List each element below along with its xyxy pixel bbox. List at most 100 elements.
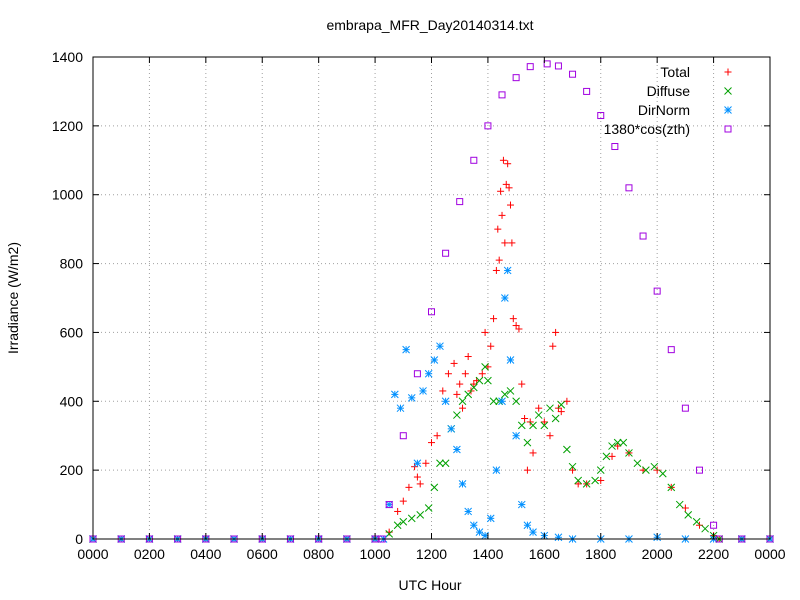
data-point bbox=[509, 315, 517, 323]
data-point bbox=[413, 473, 421, 481]
data-point bbox=[436, 342, 444, 351]
x-axis-label: UTC Hour bbox=[398, 577, 461, 593]
data-point bbox=[436, 459, 444, 468]
data-point bbox=[681, 404, 689, 412]
y-tick-label: 400 bbox=[60, 393, 84, 409]
data-point bbox=[517, 500, 526, 509]
y-tick-label: 1200 bbox=[52, 118, 83, 134]
data-point bbox=[459, 404, 467, 412]
data-point bbox=[439, 387, 447, 395]
data-point bbox=[602, 452, 611, 461]
data-point bbox=[453, 445, 461, 454]
data-point bbox=[453, 390, 461, 398]
data-point bbox=[394, 507, 402, 515]
data-point bbox=[619, 438, 628, 447]
legend-marker bbox=[724, 125, 732, 133]
data-point bbox=[540, 418, 548, 426]
data-point bbox=[568, 462, 577, 471]
data-point bbox=[597, 112, 605, 120]
data-point bbox=[442, 249, 450, 257]
data-point bbox=[667, 346, 675, 354]
data-point bbox=[529, 528, 537, 536]
data-point bbox=[498, 397, 506, 406]
data-point bbox=[456, 380, 464, 388]
data-point bbox=[557, 400, 566, 409]
data-point bbox=[523, 521, 532, 530]
data-point bbox=[574, 480, 582, 488]
data-point bbox=[503, 266, 512, 275]
data-point bbox=[529, 421, 537, 430]
data-point bbox=[506, 356, 515, 364]
data-point bbox=[424, 504, 433, 512]
legend-marker bbox=[724, 68, 732, 76]
x-tick-label: 1200 bbox=[416, 546, 447, 562]
data-point bbox=[464, 507, 473, 516]
data-point bbox=[517, 421, 526, 430]
data-point bbox=[692, 517, 701, 526]
data-point bbox=[506, 201, 514, 209]
data-point bbox=[653, 287, 661, 295]
data-point bbox=[486, 514, 495, 523]
data-point bbox=[642, 466, 650, 474]
x-tick-label: 1000 bbox=[360, 546, 391, 562]
data-point bbox=[591, 476, 599, 485]
data-point bbox=[407, 393, 416, 402]
x-tick-label: 1600 bbox=[529, 546, 560, 562]
legend-label: DirNorm bbox=[638, 102, 690, 118]
data-point bbox=[500, 390, 509, 399]
data-point bbox=[407, 514, 416, 523]
data-point bbox=[526, 63, 534, 71]
chart-title: embrapa_MFR_Day20140314.txt bbox=[326, 17, 533, 33]
data-point bbox=[512, 74, 520, 82]
data-point bbox=[675, 500, 684, 509]
x-tick-label: 0800 bbox=[303, 546, 334, 562]
data-point bbox=[597, 476, 605, 484]
data-point bbox=[613, 438, 622, 447]
data-point bbox=[453, 411, 461, 419]
data-point bbox=[582, 480, 591, 488]
data-point bbox=[424, 369, 433, 378]
data-point bbox=[543, 60, 551, 68]
data-point bbox=[658, 469, 667, 478]
legend: Total Diffuse DirNorm 1380*cos(zth) bbox=[604, 64, 732, 137]
x-tick-label: 2200 bbox=[698, 546, 729, 562]
data-point bbox=[557, 408, 565, 416]
y-tick-label: 1000 bbox=[52, 187, 83, 203]
data-point bbox=[695, 466, 703, 474]
data-point bbox=[497, 187, 505, 195]
data-point bbox=[499, 156, 507, 164]
data-point bbox=[430, 356, 439, 364]
x-tick-label: 1400 bbox=[472, 546, 503, 562]
data-point bbox=[523, 466, 531, 474]
data-point bbox=[521, 415, 529, 422]
data-point bbox=[441, 459, 450, 468]
data-point bbox=[464, 353, 472, 361]
data-point bbox=[422, 459, 430, 467]
data-point bbox=[487, 342, 495, 350]
y-tick-label: 600 bbox=[60, 324, 84, 340]
data-point bbox=[551, 414, 560, 423]
data-point bbox=[393, 521, 402, 530]
data-point bbox=[611, 143, 619, 151]
data-point bbox=[428, 308, 435, 316]
data-point bbox=[450, 359, 458, 367]
data-point bbox=[433, 432, 441, 440]
data-point bbox=[458, 480, 467, 488]
data-point bbox=[475, 376, 484, 385]
y-axis-label: Irradiance (W/m2) bbox=[5, 242, 21, 354]
data-point bbox=[506, 387, 515, 395]
data-point bbox=[428, 439, 435, 447]
data-point bbox=[490, 315, 498, 323]
data-point bbox=[569, 70, 577, 78]
legend-marker bbox=[724, 87, 732, 95]
data-point bbox=[574, 476, 583, 485]
data-point bbox=[518, 380, 526, 388]
data-point bbox=[498, 211, 506, 219]
data-point bbox=[494, 225, 502, 233]
data-point bbox=[461, 370, 469, 378]
data-point bbox=[667, 483, 676, 492]
x-tick-label: 0400 bbox=[190, 546, 221, 562]
axis-ticks: 0000 0200 0400 0600 0800 1000 1200 1400 1600 1800… bbox=[52, 49, 786, 562]
